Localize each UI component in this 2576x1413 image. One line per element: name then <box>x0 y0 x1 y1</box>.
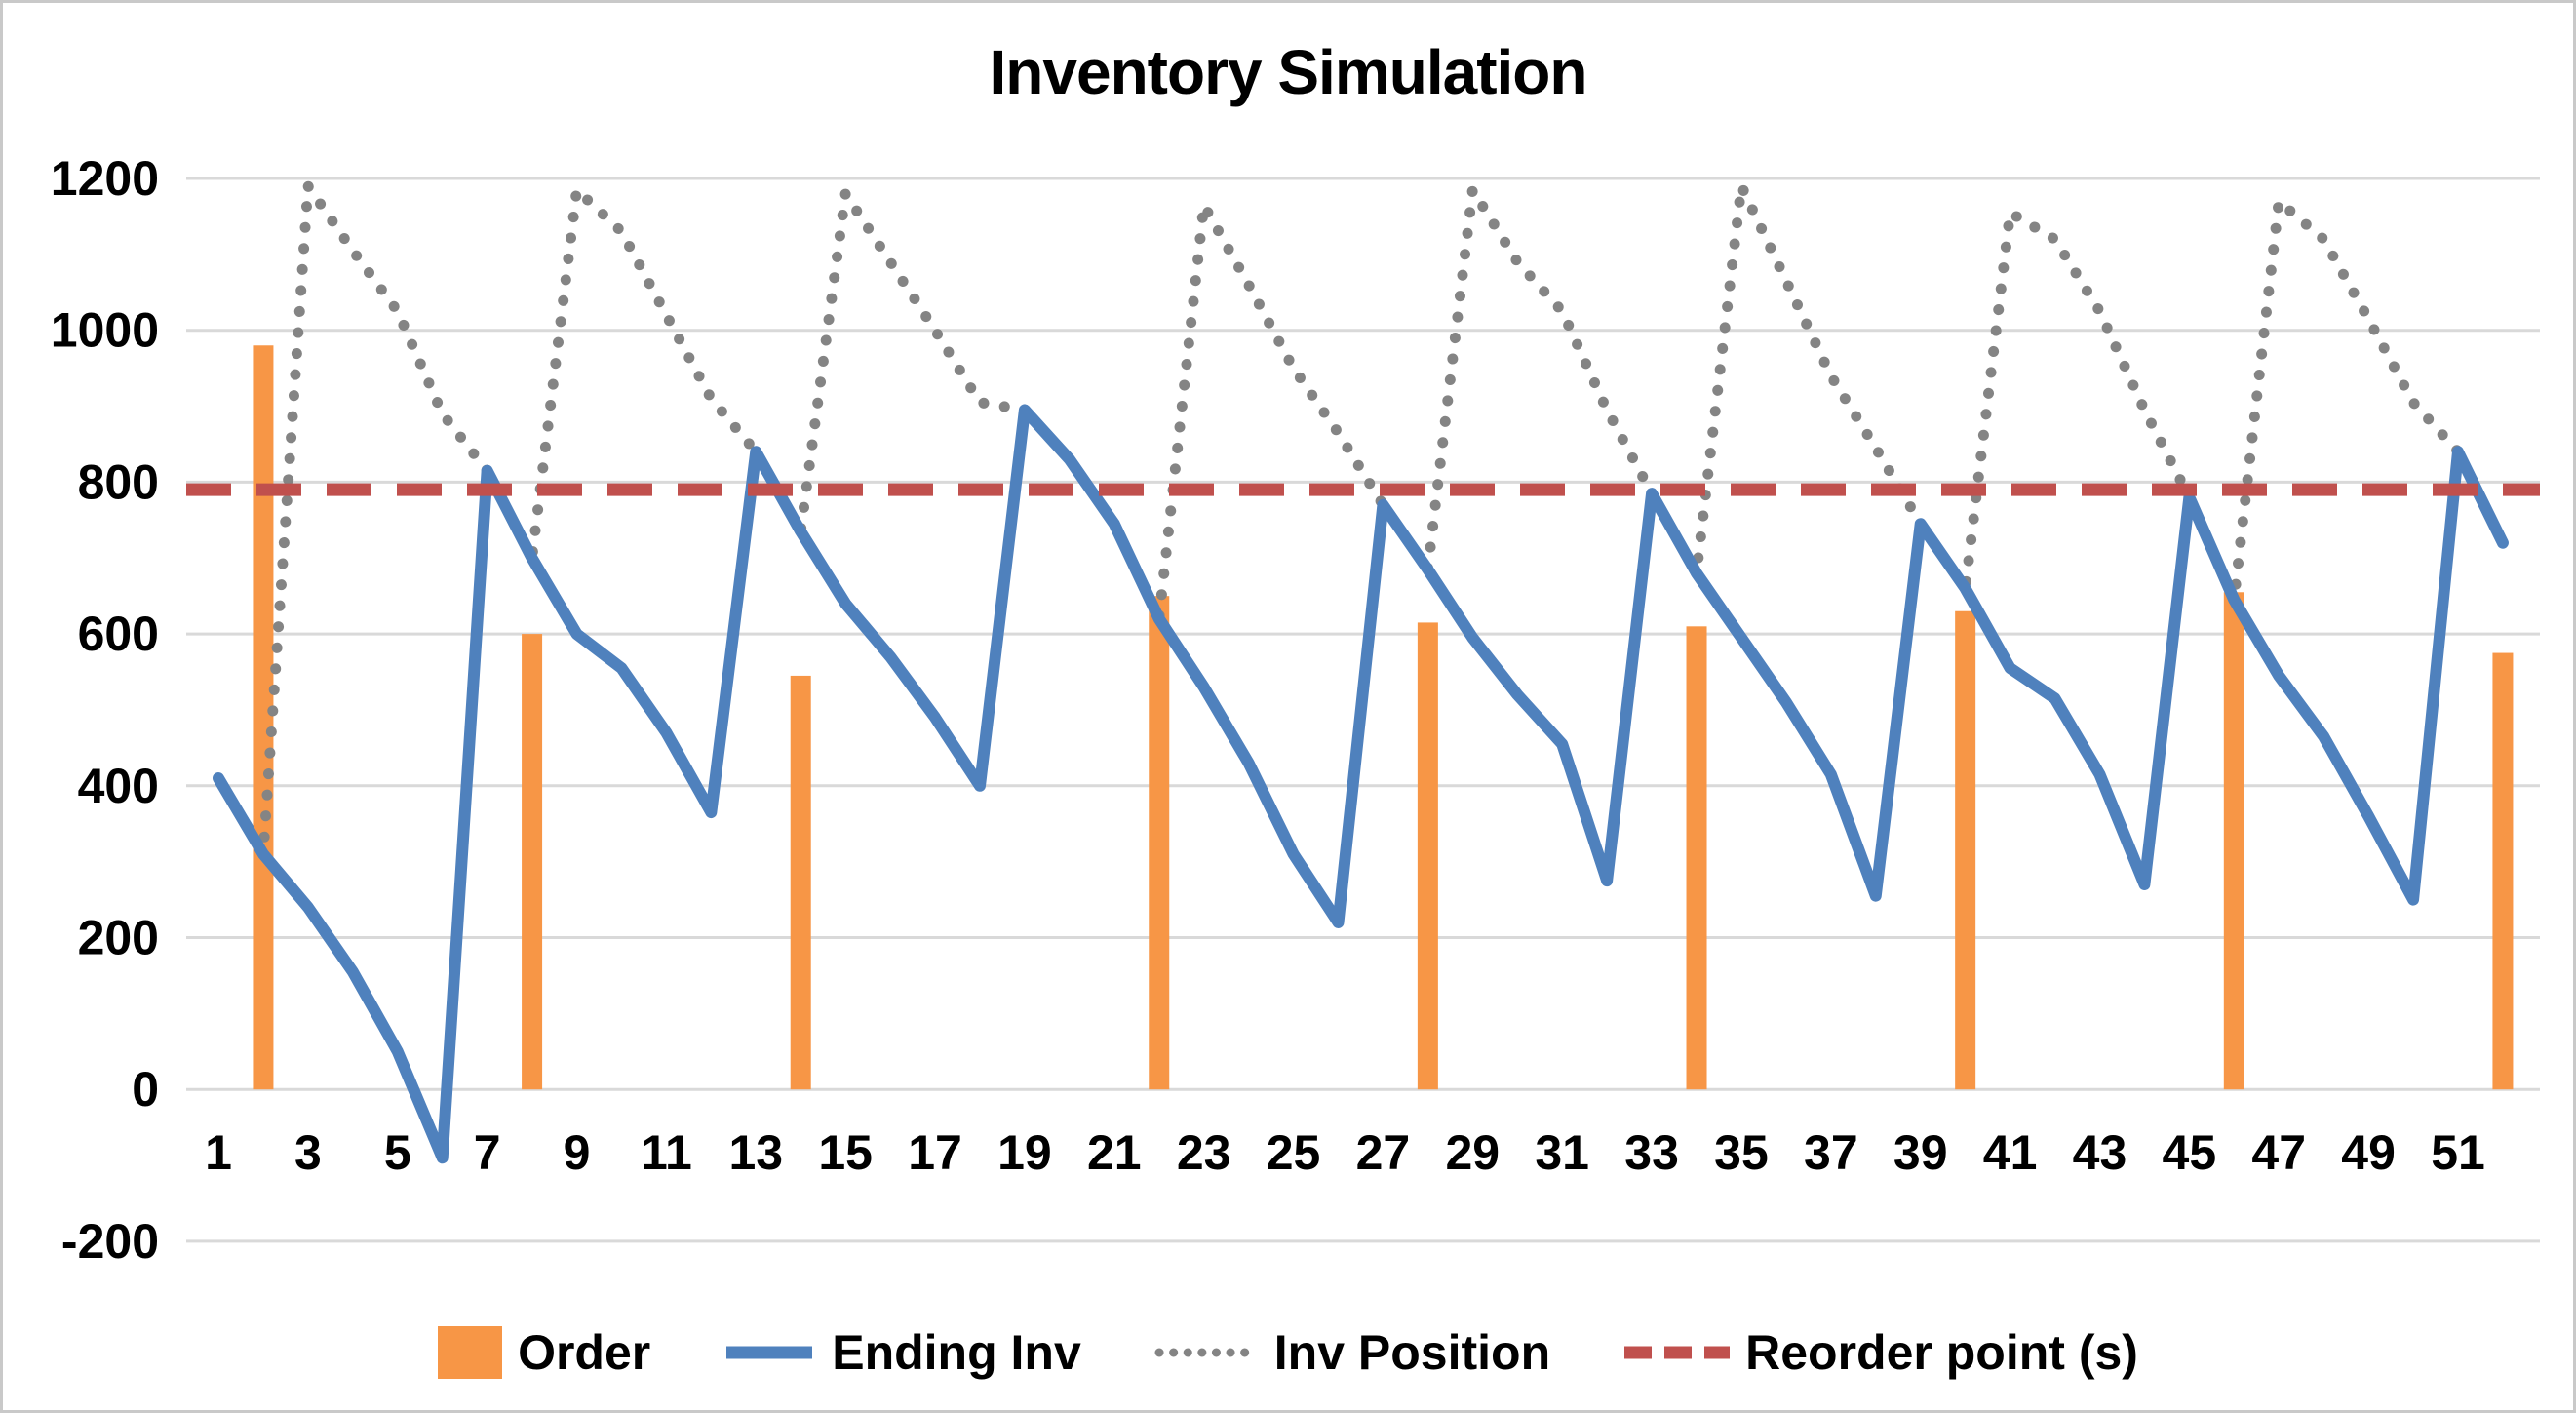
legend-item-inv-position: Inv Position <box>1153 1324 1550 1381</box>
ending-inv-line <box>213 404 2509 1164</box>
legend-item-reorder-point: Reorder point (s) <box>1622 1324 2138 1381</box>
x-axis-label: 29 <box>1446 1125 1501 1180</box>
legend: Order Ending Inv Inv Position Reorder po… <box>3 1324 2573 1381</box>
order-bar <box>2492 652 2514 1090</box>
legend-label-inv-position: Inv Position <box>1273 1325 1551 1380</box>
legend-label-reorder-point: Reorder point (s) <box>1745 1325 2138 1380</box>
x-axis-label: 35 <box>1714 1125 1769 1180</box>
legend-item-order: Order <box>438 1324 650 1381</box>
ending-inv-line-icon <box>726 1346 813 1359</box>
x-axis-label: 15 <box>818 1125 873 1180</box>
inv-position-line <box>213 180 2509 860</box>
order-bar <box>1417 622 1438 1090</box>
y-axis-label: 600 <box>78 607 159 661</box>
x-axis-label: 9 <box>564 1125 591 1180</box>
x-axis-label: 33 <box>1624 1125 1679 1180</box>
x-axis-label: 7 <box>474 1125 501 1180</box>
x-axis-label: 47 <box>2251 1125 2306 1180</box>
legend-item-ending-inv: Ending Inv <box>722 1324 1081 1381</box>
legend-label-order: Order <box>518 1325 651 1380</box>
legend-label-ending-inv: Ending Inv <box>832 1325 1081 1380</box>
order-bar <box>1955 610 1976 1090</box>
y-axis-label: 200 <box>78 911 159 965</box>
inv-position-dotted-icon <box>1154 1348 1259 1357</box>
x-axis-label: 13 <box>728 1125 783 1180</box>
x-axis-label: 27 <box>1356 1125 1411 1180</box>
order-bar <box>790 675 811 1090</box>
y-axis-label: 1000 <box>51 303 159 358</box>
x-axis-label: 37 <box>1804 1125 1858 1180</box>
order-bar <box>522 634 543 1090</box>
x-axis-label: 43 <box>2073 1125 2127 1180</box>
x-axis-label: 3 <box>294 1125 322 1180</box>
y-axis-label: -200 <box>61 1214 159 1269</box>
x-axis-label: 39 <box>1893 1125 1948 1180</box>
x-axis-label: 5 <box>384 1125 411 1180</box>
order-bar <box>1686 626 1707 1090</box>
x-axis-label: 11 <box>641 1125 692 1180</box>
x-axis-label: 41 <box>1983 1125 2038 1180</box>
y-axis-label: 800 <box>78 454 159 509</box>
x-axis-label: 23 <box>1177 1125 1231 1180</box>
x-axis-label: 45 <box>2163 1125 2217 1180</box>
reorder-dashed-icon <box>1624 1346 1731 1359</box>
x-axis-label: 51 <box>2431 1125 2485 1180</box>
x-axis-label: 17 <box>908 1125 962 1180</box>
order-bar <box>2223 592 2244 1090</box>
order-bar <box>253 345 274 1090</box>
chart-title: Inventory Simulation <box>989 37 1588 107</box>
order-bar <box>1149 596 1170 1090</box>
y-axis-label: 400 <box>78 759 159 813</box>
y-axis-label: 0 <box>132 1062 159 1117</box>
x-axis-label: 25 <box>1267 1125 1321 1180</box>
y-axis-label: 1200 <box>51 151 159 206</box>
x-axis-label: 1 <box>205 1125 232 1180</box>
x-axis-label: 21 <box>1087 1125 1142 1180</box>
x-axis-label: 49 <box>2341 1125 2396 1180</box>
order-swatch-icon <box>438 1326 503 1379</box>
x-axis-label: 19 <box>997 1125 1052 1180</box>
x-axis-label: 31 <box>1535 1125 1589 1180</box>
